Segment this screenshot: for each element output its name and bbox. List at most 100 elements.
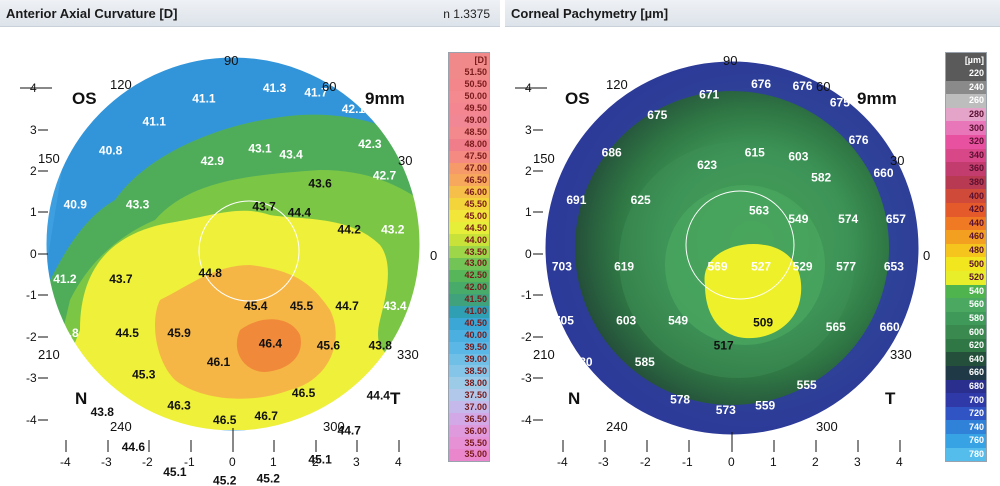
map-value: 45.6 bbox=[317, 338, 341, 352]
scale-step: 380 bbox=[946, 175, 986, 190]
x-tick-3: 3 bbox=[854, 455, 861, 469]
refractive-index-label: n 1.3375 bbox=[443, 7, 490, 21]
scale-step: 36.00 bbox=[449, 425, 489, 438]
eye-label: OS bbox=[565, 89, 590, 108]
map-value: 569 bbox=[707, 260, 727, 274]
scale-step: 50.00 bbox=[449, 90, 489, 103]
scale-step: 640 bbox=[946, 352, 986, 367]
x-tick-m2: -2 bbox=[640, 455, 651, 469]
map-value: 46.5 bbox=[213, 413, 237, 427]
map-value: 625 bbox=[631, 193, 651, 207]
map-value: 43.4 bbox=[383, 299, 407, 313]
scale-step: 38.50 bbox=[449, 365, 489, 378]
map-value: 45.5 bbox=[290, 299, 314, 313]
y-tick-4: 4 bbox=[525, 81, 532, 95]
curvature-title: Anterior Axial Curvature [D] bbox=[6, 6, 178, 21]
scale-step: 43.50 bbox=[449, 246, 489, 258]
scale-step: 37.00 bbox=[449, 401, 489, 414]
y-tick-3: 3 bbox=[525, 123, 532, 137]
map-value: 44.4 bbox=[367, 388, 391, 402]
curvature-panel: Anterior Axial Curvature [D] n 1.3375 41… bbox=[0, 0, 500, 486]
scale-step: 440 bbox=[946, 216, 986, 231]
temporal-label: T bbox=[885, 389, 896, 408]
angle-120: 120 bbox=[606, 77, 628, 92]
angle-150: 150 bbox=[38, 151, 60, 166]
map-value: 529 bbox=[793, 260, 813, 274]
x-tick-2: 2 bbox=[312, 455, 319, 469]
y-tick-m3: -3 bbox=[26, 371, 37, 385]
map-value: 43.2 bbox=[381, 222, 405, 236]
map-value: 657 bbox=[886, 212, 906, 226]
map-value: 603 bbox=[616, 314, 636, 328]
map-value: 44.6 bbox=[122, 440, 146, 454]
angle-330: 330 bbox=[890, 347, 912, 362]
map-value: 43.8 bbox=[91, 405, 115, 419]
x-tick-4: 4 bbox=[395, 455, 402, 469]
x-tick-m1: -1 bbox=[682, 455, 693, 469]
map-value: 615 bbox=[745, 146, 765, 160]
map-value: 40.9 bbox=[64, 197, 88, 211]
scale-step: 300 bbox=[946, 121, 986, 135]
map-value: 675 bbox=[716, 471, 736, 485]
scale-step: 280 bbox=[946, 107, 986, 122]
y-tick-m3: -3 bbox=[521, 371, 532, 385]
scale-step: 41.00 bbox=[449, 305, 489, 318]
map-value: 46.4 bbox=[259, 336, 283, 350]
map-value: 671 bbox=[699, 87, 719, 101]
scale-step: 45.00 bbox=[449, 210, 489, 223]
y-tick-0: 0 bbox=[30, 247, 37, 261]
pachymetry-header: Corneal Pachymetry [µm] bbox=[505, 0, 1000, 27]
map-value: 45.4 bbox=[244, 299, 268, 313]
map-value: 653 bbox=[884, 260, 904, 274]
scale-step: 41.50 bbox=[449, 293, 489, 306]
y-tick-m2: -2 bbox=[26, 330, 37, 344]
scale-step: 740 bbox=[946, 420, 986, 435]
scale-step: 720 bbox=[946, 406, 986, 421]
angle-0: 0 bbox=[430, 248, 437, 263]
scale-step: 340 bbox=[946, 148, 986, 163]
map-value: 565 bbox=[826, 320, 846, 334]
map-value: 527 bbox=[751, 260, 771, 274]
x-tick-m3: -3 bbox=[101, 455, 112, 469]
scale-step: 49.50 bbox=[449, 102, 489, 115]
scale-step: 39.00 bbox=[449, 353, 489, 366]
map-value: 41.7 bbox=[304, 85, 328, 99]
angle-120: 120 bbox=[110, 77, 132, 92]
scale-step: 51.50 bbox=[449, 67, 489, 79]
map-value: 676 bbox=[793, 79, 813, 93]
map-value: 683 bbox=[666, 463, 686, 477]
map-value: 41.3 bbox=[263, 81, 287, 95]
map-value: 675 bbox=[647, 108, 667, 122]
map-value: 44.2 bbox=[338, 222, 362, 236]
scale-step: 560 bbox=[946, 298, 986, 312]
scale-step: 42.50 bbox=[449, 269, 489, 282]
map-value: 578 bbox=[670, 392, 690, 406]
x-axis: -4 -3 -2 -1 0 1 2 3 4 bbox=[557, 432, 903, 469]
scale-step: 46.50 bbox=[449, 174, 489, 187]
curvature-scale-unit: [D] bbox=[449, 53, 489, 67]
map-value: 45.3 bbox=[132, 368, 156, 382]
scale-step: 47.00 bbox=[449, 162, 489, 175]
zone-size-label: 9mm bbox=[857, 89, 897, 108]
y-tick-4: 4 bbox=[30, 81, 37, 95]
map-value: 44.4 bbox=[288, 206, 312, 220]
scale-step: 49.00 bbox=[449, 114, 489, 127]
map-value: 43.1 bbox=[248, 141, 272, 155]
map-value: 42.3 bbox=[358, 137, 382, 151]
map-value: 619 bbox=[614, 260, 634, 274]
map-value: 641 bbox=[863, 382, 883, 396]
x-tick-3: 3 bbox=[353, 455, 360, 469]
map-value: 43.3 bbox=[126, 197, 150, 211]
scale-step: 44.00 bbox=[449, 234, 489, 247]
map-value: 509 bbox=[753, 316, 773, 330]
x-axis: -4 -3 -2 -1 0 1 2 3 4 bbox=[60, 428, 402, 469]
y-tick-2: 2 bbox=[525, 164, 532, 178]
x-tick-0: 0 bbox=[229, 455, 236, 469]
map-value: 603 bbox=[788, 150, 808, 164]
map-value: 41.1 bbox=[192, 92, 216, 106]
angle-60: 60 bbox=[816, 79, 830, 94]
y-tick-m1: -1 bbox=[26, 288, 37, 302]
temporal-label: T bbox=[390, 389, 401, 408]
angle-210: 210 bbox=[533, 347, 555, 362]
